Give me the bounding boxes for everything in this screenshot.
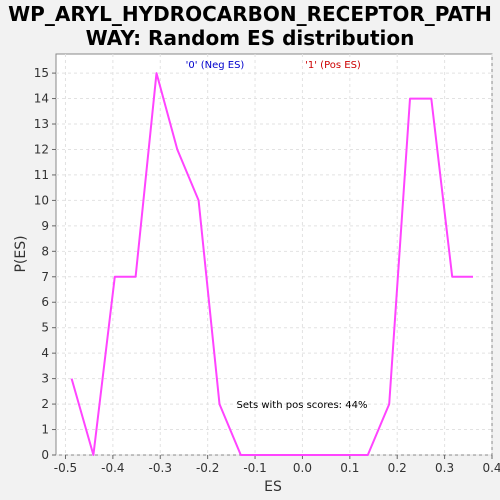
chart-title-line-2: WAY: Random ES distribution <box>85 26 415 50</box>
legend-entry-pos-es: '1' (Pos ES) <box>305 60 361 71</box>
series-line <box>70 72 473 456</box>
y-tick-label: 9 <box>41 219 49 233</box>
x-tick-label: -0.2 <box>196 461 219 475</box>
y-tick-label: 2 <box>41 397 49 411</box>
y-tick-label: 5 <box>41 321 49 335</box>
y-tick-label: 7 <box>41 270 49 284</box>
y-tick-label: 10 <box>34 193 49 207</box>
plot-area <box>55 53 493 456</box>
chart-title: WP_ARYL_HYDROCARBON_RECEPTOR_PATH WAY: R… <box>0 2 500 50</box>
y-tick-label: 14 <box>34 92 49 106</box>
y-axis-label: P(ES) <box>13 235 29 272</box>
y-tick-label: 0 <box>41 448 49 462</box>
y-tick-label: 15 <box>34 66 49 80</box>
y-tick-label: 13 <box>34 117 49 131</box>
y-tick-label: 11 <box>34 168 49 182</box>
y-tick-label: 6 <box>41 295 49 309</box>
y-tick-label: 3 <box>41 372 49 386</box>
x-tick-label: -0.3 <box>149 461 172 475</box>
pos-scores-annotation: Sets with pos scores: 44% <box>237 400 368 411</box>
x-tick-label: -0.4 <box>101 461 124 475</box>
x-tick-label: 0.4 <box>482 461 500 475</box>
legend-entry-neg-es: '0' (Neg ES) <box>186 60 245 71</box>
y-tick-label: 1 <box>41 423 49 437</box>
x-tick-label: -0.5 <box>54 461 77 475</box>
chart-title-line-1: WP_ARYL_HYDROCARBON_RECEPTOR_PATH <box>8 2 492 26</box>
y-tick-label: 4 <box>41 346 49 360</box>
series-lines <box>70 72 473 456</box>
x-axis-label: ES <box>264 479 282 495</box>
x-tick-label: 0.2 <box>388 461 407 475</box>
y-tick-label: 8 <box>41 244 49 258</box>
x-tick-label: 0.3 <box>435 461 454 475</box>
x-tick-label: 0.1 <box>340 461 359 475</box>
x-tick-label: -0.1 <box>243 461 266 475</box>
x-axis-ticks: -0.5 -0.4 -0.3 -0.2 -0.1 0.0 0.1 0.2 0.3 0.4 <box>54 455 500 475</box>
y-tick-label: 12 <box>34 142 49 156</box>
x-tick-label: 0.0 <box>293 461 312 475</box>
